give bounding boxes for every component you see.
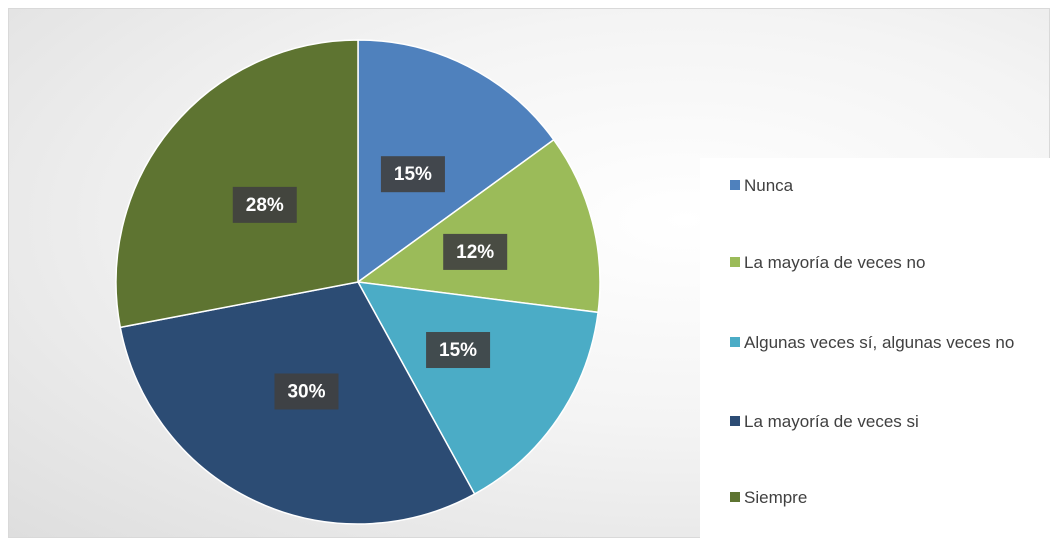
legend-label: Algunas veces sí, algunas veces no (744, 333, 1015, 352)
legend-swatch (730, 492, 740, 502)
legend: Nunca La mayoría de veces no Algunas veces… (700, 158, 1055, 538)
pie-slice (357, 39, 555, 284)
data-label-box (443, 233, 508, 270)
data-label: 15% (439, 340, 477, 361)
pie-slice (356, 281, 599, 496)
legend-item: La mayoría de veces no (730, 248, 1040, 278)
legend-item: La mayoría de veces si (730, 407, 1040, 437)
data-label-box (380, 156, 445, 193)
data-label-box (426, 332, 491, 369)
legend-swatch (730, 257, 740, 267)
legend-swatch (730, 337, 740, 347)
data-label: 12% (456, 242, 494, 263)
pie-slice (356, 138, 601, 314)
data-label: 28% (246, 195, 284, 216)
legend-swatch (730, 416, 740, 426)
data-label-box (232, 186, 297, 223)
legend-label: Nunca (744, 176, 794, 195)
data-label: 15% (394, 164, 432, 185)
legend-item: Siempre (730, 483, 1040, 513)
legend-swatch (730, 180, 740, 190)
data-label-box (274, 373, 339, 410)
pie-slice (115, 39, 359, 329)
legend-item: Nunca (730, 171, 1040, 201)
legend-label: Siempre (744, 488, 808, 507)
legend-label: La mayoría de veces no (744, 253, 926, 272)
data-label: 30% (287, 381, 325, 402)
legend-label: La mayoría de veces si (744, 412, 919, 431)
legend-item: Algunas veces sí, algunas veces no (730, 328, 1040, 358)
